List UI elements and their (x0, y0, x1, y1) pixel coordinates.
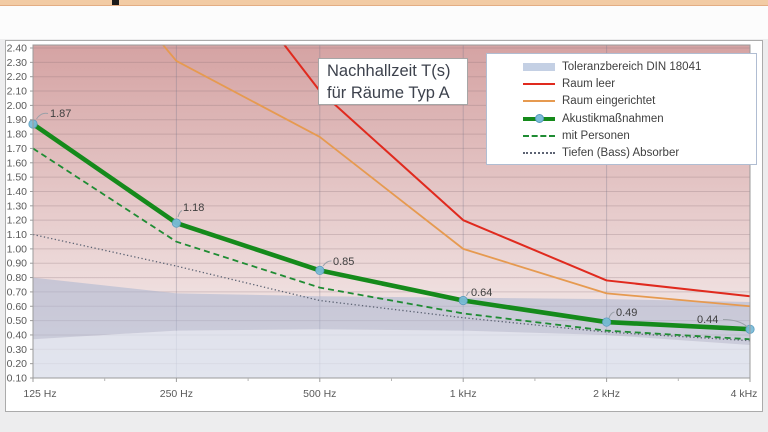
y-axis-tick-label: 0.10 (7, 373, 28, 385)
data-label: 1.18 (183, 202, 204, 214)
data-labels: 1.87 1.18 0.85 0.64 0.49 0.44 (36, 108, 748, 328)
y-axis-tick-label: 0.30 (7, 344, 28, 356)
legend-item-bass-absorber: Tiefen (Bass) Absorber (523, 145, 750, 162)
data-label: 0.49 (616, 307, 637, 319)
x-axis-tick-label: 2 kHz (593, 388, 620, 400)
legend-swatch-red-line-icon (523, 82, 555, 85)
y-axis-tick-label: 2.00 (7, 100, 28, 112)
legend-label: Akustikmaßnahmen (562, 112, 664, 125)
legend-swatch-orange-line-icon (523, 100, 555, 103)
legend-item-toleranzbereich: Toleranzbereich DIN 18041 (523, 58, 750, 75)
legend-item-raum-leer: Raum leer (523, 75, 750, 92)
data-label: 0.85 (333, 256, 354, 268)
legend-label: Tiefen (Bass) Absorber (562, 147, 680, 160)
y-axis-tick-label: 1.50 (7, 172, 28, 184)
y-axis-tick-label: 2.10 (7, 86, 28, 98)
legend-item-mit-personen: mit Personen (523, 127, 750, 144)
series-lines (33, 45, 750, 342)
data-label: 0.44 (697, 314, 718, 326)
y-axis-tick-label: 1.70 (7, 143, 28, 155)
legend-label: Toleranzbereich DIN 18041 (562, 60, 702, 73)
chart-title-box: Nachhallzeit T(s) für Räume Typ A (318, 58, 468, 105)
x-axis-labels: 125 Hz 250 Hz 500 Hz 1 kHz 2 kHz 4 kHz (23, 388, 757, 400)
legend-swatch-dotted-line-icon (523, 152, 555, 155)
y-axis-tick-label: 0.20 (7, 358, 28, 370)
y-axis-tick-label: 0.40 (7, 329, 28, 341)
y-axis-tick-label: 0.90 (7, 258, 28, 270)
top-bar (0, 0, 768, 6)
y-axis-tick-label: 0.60 (7, 301, 28, 313)
legend-label: Raum eingerichtet (562, 95, 656, 108)
y-axis-tick-label: 1.20 (7, 215, 28, 227)
y-axis-tick-label: 0.80 (7, 272, 28, 284)
axis-ticks (30, 47, 751, 382)
window-chrome-mark (112, 0, 119, 5)
chart-legend: Toleranzbereich DIN 18041 Raum leer Raum… (486, 53, 757, 165)
legend-item-akustikmassnahmen: Akustikmaßnahmen (523, 110, 750, 127)
y-axis-tick-label: 1.30 (7, 200, 28, 212)
x-axis-tick-label: 1 kHz (450, 388, 477, 400)
x-axis-tick-label: 125 Hz (23, 388, 56, 400)
legend-label: Raum leer (562, 77, 616, 90)
y-axis-tick-label: 2.30 (7, 57, 28, 69)
y-axis-tick-label: 0.70 (7, 286, 28, 298)
data-label: 0.64 (471, 287, 492, 299)
y-axis-tick-label: 2.20 (7, 71, 28, 83)
top-strip (0, 6, 768, 39)
series-line-3 (33, 122, 750, 332)
series-line-2 (161, 45, 750, 308)
chart-title-line-2: für Räume Typ A (327, 84, 450, 102)
y-axis-tick-label: 1.00 (7, 243, 28, 255)
series-line-4 (33, 147, 750, 341)
y-axis-tick-label: 2.40 (7, 43, 28, 55)
y-axis-tick-label: 1.80 (7, 129, 28, 141)
y-axis-tick-label: 1.10 (7, 229, 28, 241)
y-axis-tick-label: 1.60 (7, 157, 28, 169)
series-line-1 (283, 45, 750, 298)
series-line-5 (33, 233, 750, 342)
legend-item-raum-eingerichtet: Raum eingerichtet (523, 93, 750, 110)
chart-title-line-1: Nachhallzeit T(s) (327, 62, 451, 80)
legend-swatch-green-line-icon (523, 113, 555, 123)
x-axis-tick-label: 500 Hz (303, 388, 336, 400)
legend-swatch-band-icon (523, 62, 555, 71)
legend-swatch-dashed-line-icon (523, 134, 555, 137)
y-axis-tick-label: 1.40 (7, 186, 28, 198)
x-axis-tick-label: 250 Hz (160, 388, 193, 400)
tolerance-band (33, 277, 750, 378)
y-axis-labels: 2.40 2.30 2.20 2.10 2.00 1.90 1.80 1.70 1.60 1.50… (7, 43, 28, 385)
x-axis-tick-label: 4 kHz (731, 388, 758, 400)
legend-label: mit Personen (562, 129, 630, 142)
y-axis-tick-label: 1.90 (7, 114, 28, 126)
y-axis-tick-label: 0.50 (7, 315, 28, 327)
data-label: 1.87 (50, 108, 71, 120)
